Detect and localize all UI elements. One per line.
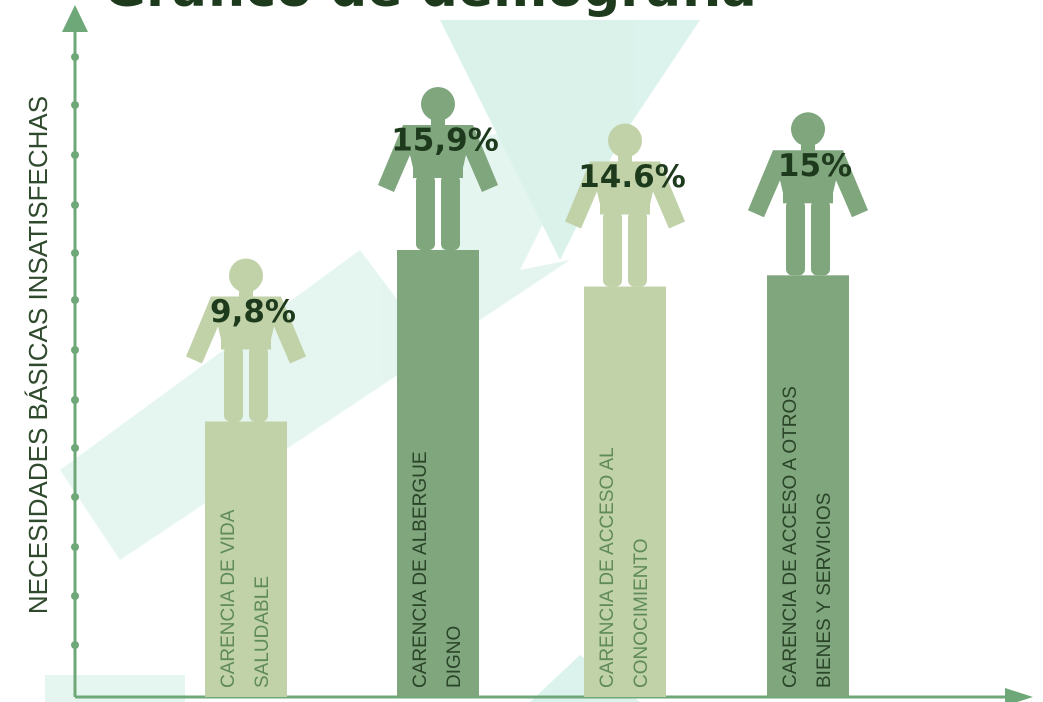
category-label: DIGNO	[444, 626, 465, 688]
person-head	[421, 87, 455, 121]
category-label: CARENCIA DE ACCESO A OTROS	[780, 386, 801, 688]
person-leg	[603, 212, 622, 287]
category-label: CONOCIMIENTO	[631, 538, 652, 688]
person-head	[608, 124, 642, 158]
person-leg	[441, 175, 460, 250]
category-label: CARENCIA DE ALBERGUE	[410, 451, 431, 688]
value-label: 14.6%	[578, 159, 686, 195]
person-leg	[224, 346, 243, 421]
y-axis-label: NECESIDADES BÁSICAS INSATISFECHAS	[23, 96, 53, 614]
person-head	[791, 112, 825, 146]
person-leg	[628, 212, 647, 287]
person-leg	[811, 200, 830, 275]
value-label: 15,9%	[391, 123, 499, 159]
category-label: SALUDABLE	[252, 576, 273, 688]
person-leg	[249, 346, 268, 421]
person-head	[229, 258, 263, 292]
person-icon	[748, 112, 868, 275]
category-label: CARENCIA DE VIDA	[218, 509, 239, 688]
category-label: BIENES Y SERVICIOS	[814, 493, 835, 688]
person-leg	[416, 175, 435, 250]
chart-title: Gráfico de demografía	[103, 0, 756, 19]
value-label: 9,8%	[210, 294, 296, 330]
person-leg	[786, 200, 805, 275]
category-label: CARENCIA DE ACCESO AL	[597, 447, 618, 688]
value-label: 15%	[778, 148, 852, 184]
chart: Gráfico de demografía NECESIDADES BÁSICA…	[0, 0, 1043, 702]
